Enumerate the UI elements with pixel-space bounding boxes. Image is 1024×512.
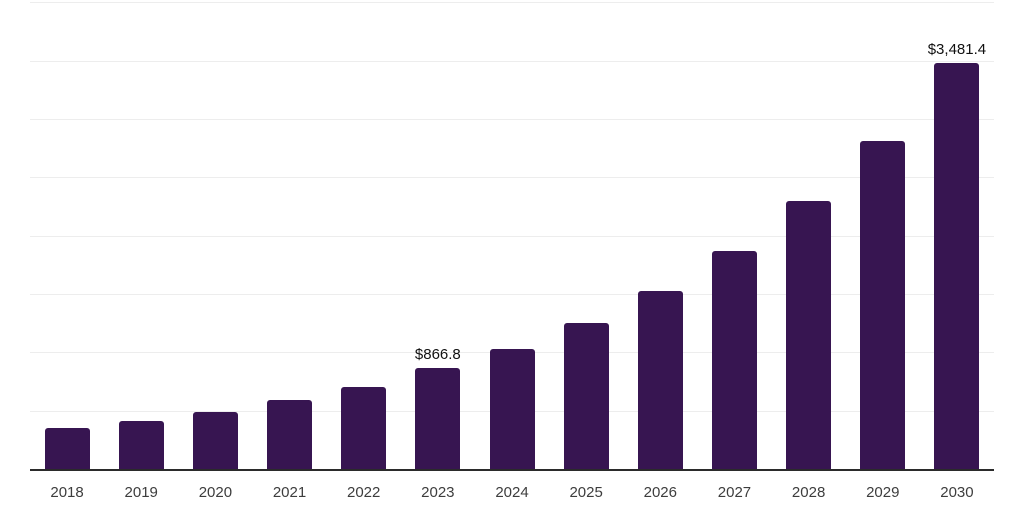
x-tick-label-2018: 2018 <box>50 484 84 501</box>
bar-2019 <box>118 421 164 469</box>
value-label-2023: $866.8 <box>414 345 461 363</box>
x-tick-label-2022: 2022 <box>347 484 381 501</box>
bar-2020 <box>192 412 238 469</box>
bar-2030 <box>934 62 980 469</box>
gridline-1500 <box>30 294 994 296</box>
gridline-4000 <box>30 2 994 4</box>
bar-2022 <box>341 386 387 469</box>
bar-2027 <box>711 250 757 469</box>
gridline-3500 <box>30 60 994 62</box>
x-tick-label-2027: 2027 <box>717 484 752 501</box>
x-tick-label-2029: 2029 <box>866 484 900 501</box>
gridline-2000 <box>30 235 994 237</box>
x-tick-label-2028: 2028 <box>791 484 826 501</box>
bar-2025 <box>563 322 609 469</box>
bar-2018 <box>44 428 90 469</box>
x-tick-label-2021: 2021 <box>272 484 307 501</box>
gridline-2500 <box>30 177 994 179</box>
bar-2024 <box>489 348 535 469</box>
gridline-3000 <box>30 119 994 121</box>
x-tick-label-2023: 2023 <box>421 484 455 501</box>
bar-2029 <box>860 141 906 469</box>
bar-2026 <box>637 291 683 469</box>
value-label-2030: $3,481.4 <box>927 40 987 58</box>
bar-2021 <box>267 400 313 469</box>
x-tick-label-2025: 2025 <box>569 484 603 501</box>
bar-2028 <box>786 201 832 469</box>
bar-2023 <box>415 367 461 469</box>
x-tick-label-2019: 2019 <box>124 484 158 501</box>
x-tick-label-2024: 2024 <box>495 484 529 501</box>
x-tick-label-2020: 2020 <box>198 484 233 501</box>
x-tick-label-2026: 2026 <box>643 484 677 501</box>
x-axis-line <box>30 469 994 471</box>
x-tick-label-2030: 2030 <box>940 484 974 501</box>
